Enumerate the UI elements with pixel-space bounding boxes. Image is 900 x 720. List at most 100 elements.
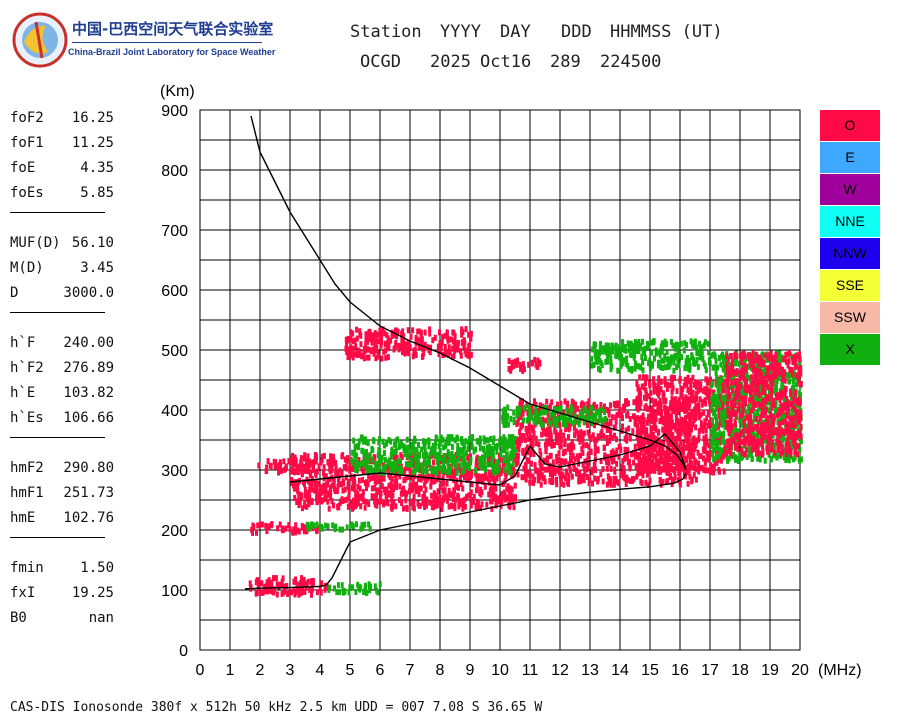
echo-mark: [785, 358, 788, 365]
echo-mark: [791, 390, 795, 397]
echo-mark: [786, 451, 790, 458]
echo-mark: [533, 462, 537, 469]
echo-mark: [315, 521, 319, 528]
echo-mark: [729, 450, 733, 457]
echo-mark: [334, 468, 338, 475]
echo-mark: [442, 494, 446, 501]
echo-mark: [298, 586, 302, 593]
echo-mark: [501, 463, 505, 470]
echo-mark: [690, 354, 694, 361]
echo-mark: [644, 479, 648, 486]
echo-mark: [587, 406, 591, 413]
echo-mark: [754, 393, 758, 400]
echo-mark: [523, 436, 527, 443]
echo-mark: [384, 354, 388, 361]
echo-mark: [720, 411, 724, 418]
param-row: hmF2 290.80: [10, 460, 140, 480]
echo-mark: [669, 441, 673, 448]
echo-mark: [290, 459, 294, 466]
echo-mark: [705, 393, 709, 400]
echo-mark: [648, 365, 652, 372]
echo-mark: [490, 487, 493, 494]
echo-mark: [521, 398, 524, 405]
echo-mark: [382, 475, 386, 482]
echo-mark: [552, 421, 556, 428]
echo-mark: [759, 427, 763, 434]
x-tick-label: 14: [611, 662, 629, 679]
echo-mark: [759, 372, 762, 379]
echo-mark: [513, 495, 517, 502]
echo-mark: [684, 415, 687, 422]
echo-mark: [708, 356, 711, 363]
echo-mark: [308, 498, 312, 505]
echo-mark: [674, 435, 678, 442]
echo-mark: [272, 575, 275, 582]
echo-mark: [295, 499, 299, 506]
echo-mark: [702, 435, 706, 442]
echo-mark: [310, 586, 314, 593]
echo-mark: [432, 465, 436, 472]
echo-mark: [759, 386, 763, 393]
echo-mark: [674, 345, 678, 352]
echo-mark: [580, 473, 584, 480]
echo-mark: [481, 473, 485, 480]
echo-mark: [567, 434, 570, 441]
echo-mark: [523, 474, 527, 481]
echo-mark: [377, 439, 381, 446]
echo-mark: [643, 426, 647, 433]
echo-mark: [610, 342, 614, 349]
echo-mark: [374, 338, 378, 345]
echo-mark: [427, 473, 431, 480]
echo-mark: [775, 452, 778, 459]
echo-mark: [623, 455, 627, 462]
echo-mark: [780, 393, 783, 400]
echo-mark: [549, 463, 553, 470]
echo-mark: [583, 470, 587, 477]
echo-mark: [623, 475, 627, 482]
echo-mark: [660, 348, 664, 355]
echo-mark: [271, 588, 275, 595]
echo-mark: [661, 392, 665, 399]
echo-mark: [376, 452, 380, 459]
echo-mark: [590, 412, 594, 419]
echo-mark: [751, 395, 755, 401]
echo-mark: [420, 468, 424, 475]
echo-mark: [446, 472, 450, 479]
echo-mark: [509, 415, 513, 422]
echo-mark: [784, 441, 788, 448]
echo-mark: [466, 445, 470, 452]
echo-mark: [358, 461, 362, 468]
echo-mark: [538, 447, 542, 454]
echo-mark: [297, 591, 301, 598]
echo-mark: [521, 447, 525, 454]
echo-mark: [745, 414, 749, 421]
echo-mark: [718, 449, 722, 456]
echo-mark: [358, 485, 362, 492]
echo-mark: [336, 582, 340, 589]
y-tick-label: 200: [161, 523, 188, 540]
echo-mark: [507, 442, 511, 449]
echo-mark: [636, 429, 640, 436]
echo-mark: [679, 391, 683, 398]
echo-mark: [423, 460, 427, 467]
echo-mark: [614, 475, 618, 482]
echo-mark: [516, 416, 520, 423]
echo-mark: [749, 450, 753, 457]
echo-mark: [577, 473, 581, 480]
echo-mark: [678, 475, 682, 482]
echo-mark: [753, 357, 757, 364]
param-value: 276.89: [63, 360, 114, 376]
echo-mark: [654, 426, 658, 433]
echo-mark: [489, 446, 493, 453]
echo-mark: [267, 577, 271, 584]
echo-mark: [424, 486, 428, 493]
echo-mark: [373, 485, 377, 492]
echo-mark: [483, 452, 487, 459]
echo-mark: [704, 400, 708, 407]
echo-mark: [550, 399, 554, 406]
echo-mark: [279, 582, 283, 589]
echo-mark: [408, 343, 412, 350]
echo-mark: [766, 384, 770, 391]
echo-mark: [657, 468, 661, 475]
echo-mark: [741, 395, 745, 402]
